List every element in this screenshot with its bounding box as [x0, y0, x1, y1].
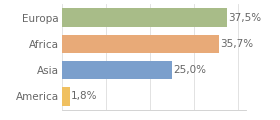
Bar [62, 35, 219, 53]
Bar [62, 61, 172, 79]
Bar [62, 87, 69, 106]
Text: 35,7%: 35,7% [220, 39, 254, 49]
Text: 37,5%: 37,5% [228, 13, 262, 23]
Bar [62, 8, 227, 27]
Text: 1,8%: 1,8% [71, 91, 98, 101]
Text: 25,0%: 25,0% [173, 65, 206, 75]
